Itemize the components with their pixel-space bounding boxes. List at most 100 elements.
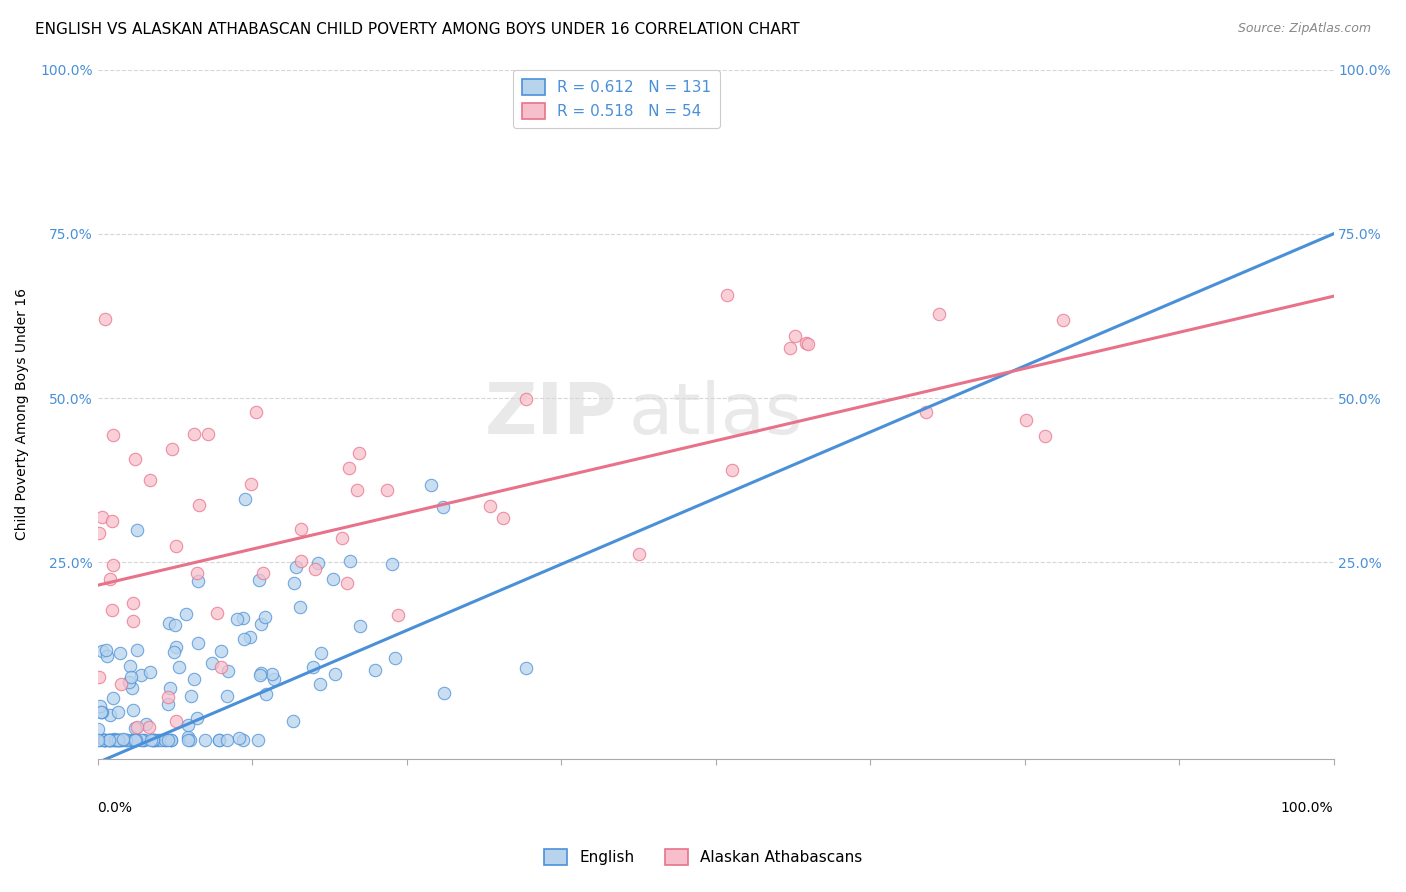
Point (250, 616, 273, 631)
Point (91, 644, 114, 658)
Point (262, 667, 284, 681)
Point (94, 732, 117, 747)
Text: 0.0%: 0.0% (97, 801, 132, 814)
Point (131, 667, 153, 681)
Point (108, 732, 131, 747)
Point (90, 705, 112, 719)
Point (183, 672, 205, 686)
Y-axis label: Child Poverty Among Boys Under 16: Child Poverty Among Boys Under 16 (15, 288, 30, 541)
Point (125, 732, 148, 747)
Point (142, 732, 165, 747)
Point (209, 659, 232, 673)
Point (121, 732, 143, 747)
Point (249, 667, 271, 681)
Point (100, 707, 122, 722)
Point (1052, 312, 1074, 326)
Point (101, 732, 124, 747)
Point (240, 477, 263, 491)
Point (209, 644, 232, 658)
Point (94, 643, 117, 657)
Text: ENGLISH VS ALASKAN ATHABASCAN CHILD POVERTY AMONG BOYS UNDER 16 CORRELATION CHAR: ENGLISH VS ALASKAN ATHABASCAN CHILD POVE… (35, 22, 800, 37)
Point (208, 732, 231, 747)
Point (492, 510, 515, 524)
Point (107, 732, 129, 747)
Point (107, 732, 129, 747)
Point (103, 428, 125, 442)
Point (346, 483, 368, 497)
Point (177, 718, 200, 732)
Point (627, 547, 650, 561)
Point (139, 473, 162, 487)
Point (200, 656, 222, 670)
Point (121, 681, 143, 695)
Point (110, 732, 132, 747)
Point (928, 307, 950, 321)
Point (167, 659, 190, 673)
Point (87, 526, 110, 541)
Point (103, 732, 125, 747)
Point (207, 606, 229, 620)
Point (124, 732, 146, 747)
Point (323, 666, 346, 681)
Point (387, 607, 409, 622)
Point (332, 531, 354, 545)
Point (239, 630, 262, 644)
Point (302, 660, 325, 674)
Point (377, 483, 399, 498)
Point (254, 687, 277, 701)
Point (94, 732, 117, 747)
Point (156, 732, 179, 747)
Point (290, 554, 312, 568)
Point (347, 446, 370, 460)
Point (304, 562, 326, 576)
Point (263, 672, 285, 686)
Point (515, 392, 537, 406)
Point (217, 664, 239, 678)
Point (98, 732, 121, 747)
Point (721, 463, 744, 477)
Point (91, 509, 114, 524)
Point (233, 492, 256, 507)
Point (90, 705, 112, 719)
Point (87, 732, 110, 747)
Point (124, 722, 146, 736)
Point (115, 732, 138, 747)
Point (125, 643, 148, 657)
Point (232, 732, 254, 747)
Point (187, 635, 209, 649)
Point (246, 732, 269, 747)
Point (187, 498, 209, 512)
Point (87, 670, 110, 684)
Point (247, 574, 270, 588)
Point (159, 732, 181, 747)
Point (98, 732, 121, 747)
Point (96, 649, 118, 664)
Point (93, 732, 115, 747)
Point (163, 645, 186, 659)
Point (1015, 413, 1038, 427)
Point (98, 573, 121, 587)
Point (93, 732, 115, 747)
Point (339, 554, 361, 568)
Point (118, 675, 141, 690)
Point (194, 732, 217, 747)
Point (165, 714, 187, 729)
Text: ZIP: ZIP (485, 380, 617, 449)
Text: Source: ZipAtlas.com: Source: ZipAtlas.com (1237, 22, 1371, 36)
Point (794, 335, 817, 350)
Point (250, 665, 273, 680)
Point (139, 732, 162, 747)
Point (142, 732, 165, 747)
Point (156, 690, 179, 704)
Point (143, 732, 166, 747)
Point (138, 719, 160, 733)
Point (281, 714, 304, 729)
Point (103, 731, 125, 746)
Point (215, 689, 238, 703)
Point (285, 560, 308, 574)
Point (307, 557, 329, 571)
Point (98, 732, 121, 747)
Text: atlas: atlas (628, 380, 803, 449)
Point (101, 603, 124, 617)
Point (124, 452, 146, 467)
